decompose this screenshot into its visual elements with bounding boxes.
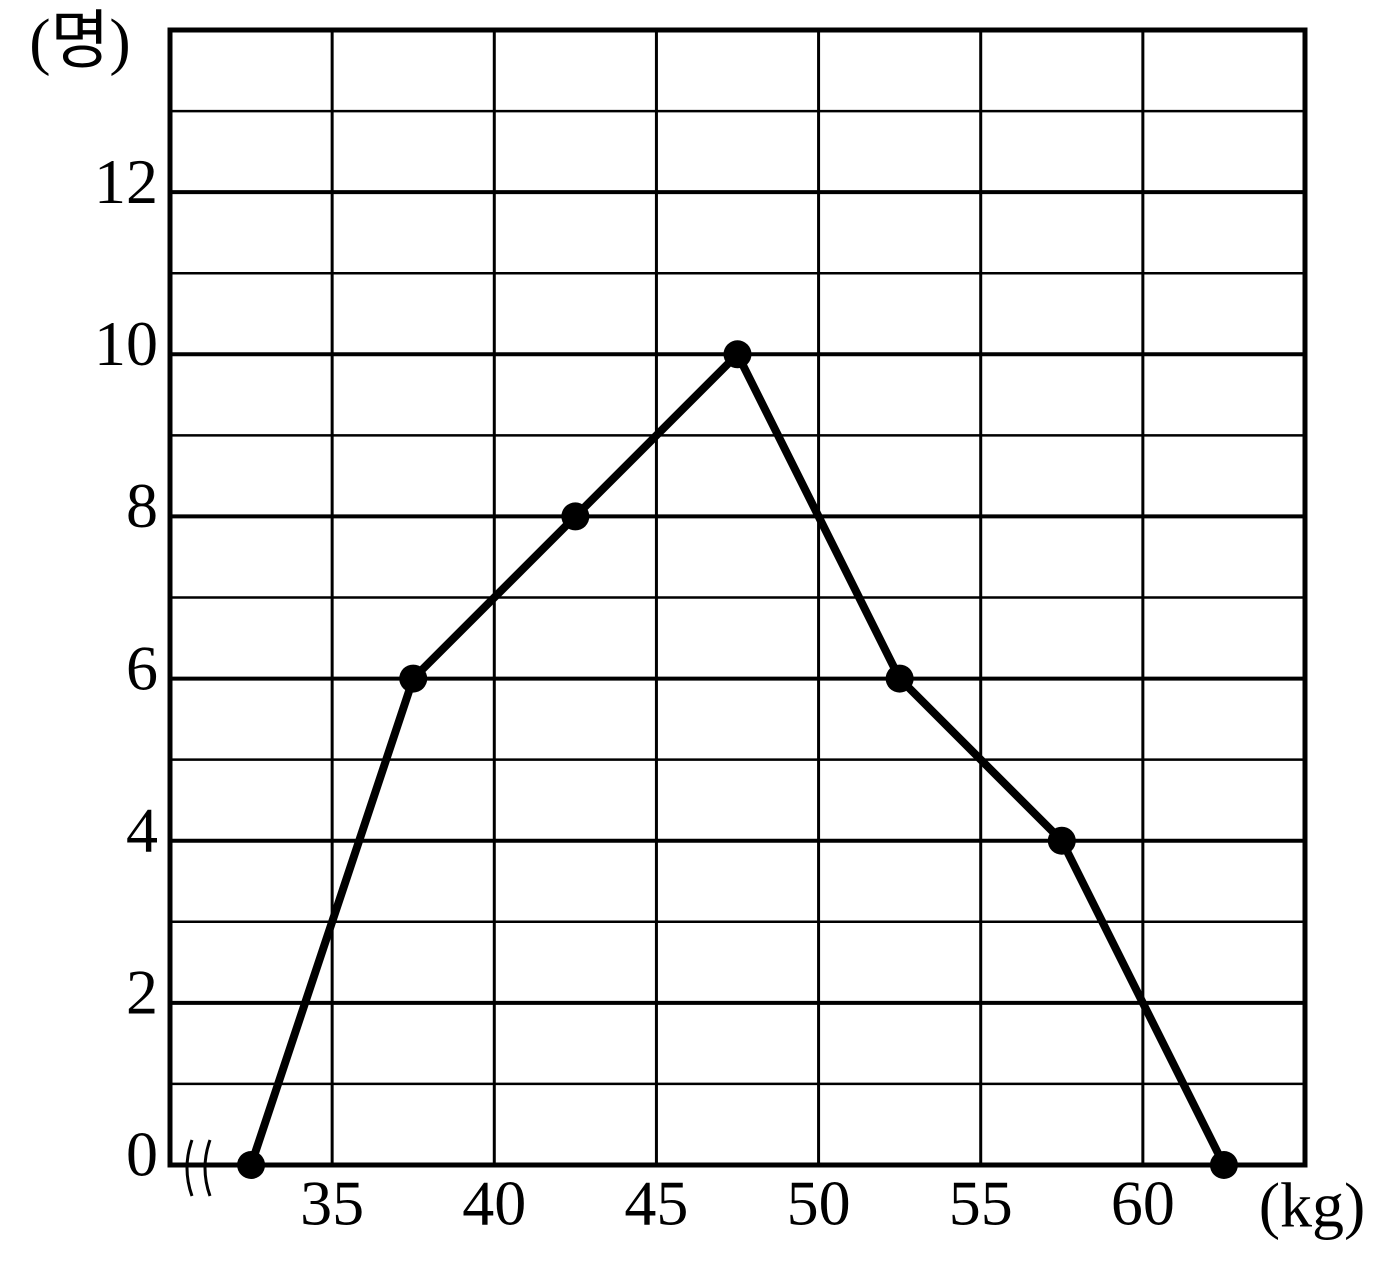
data-point — [561, 502, 590, 531]
x-tick-label: 40 — [462, 1168, 526, 1239]
y-tick-label: 0 — [126, 1119, 158, 1190]
data-point — [1209, 1151, 1238, 1179]
data-point — [237, 1151, 266, 1179]
axis-break — [185, 1139, 212, 1197]
y-tick-label: 8 — [126, 470, 158, 541]
y-tick-label: 10 — [94, 308, 158, 379]
data-point — [885, 664, 914, 693]
y-tick-label: 6 — [126, 632, 158, 703]
break-symbol — [185, 1139, 212, 1197]
x-tick-label: 60 — [1111, 1168, 1175, 1239]
x-tick-label: 50 — [787, 1168, 851, 1239]
data-point — [1047, 826, 1076, 855]
x-axis-label: (kg) — [1259, 1170, 1366, 1241]
y-tick-label: 4 — [126, 794, 158, 865]
y-axis-label: (명) — [29, 6, 131, 77]
y-tick-label: 12 — [94, 146, 158, 217]
y-tick-label: 2 — [126, 957, 158, 1028]
x-tick-label: 45 — [624, 1168, 688, 1239]
plot-frame — [167, 27, 1308, 1168]
x-tick-label: 55 — [949, 1168, 1013, 1239]
x-tick-label: 35 — [300, 1168, 364, 1239]
data-point — [723, 340, 752, 369]
data-point — [399, 664, 428, 693]
